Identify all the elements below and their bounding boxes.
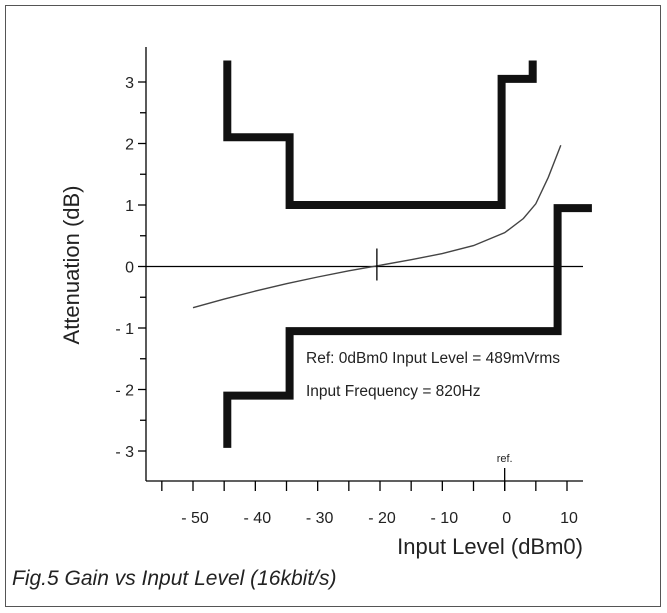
y-tick-label: 3 [125,75,134,92]
y-tick-label: - 1 [115,321,134,338]
ref-tick-label: ref. [497,453,513,465]
y-tick-label: - 3 [115,444,134,461]
figure-frame [5,5,661,607]
y-tick-label: 0 [125,260,134,277]
x-tick-label: 10 [560,510,578,527]
x-tick-label: - 20 [368,510,396,527]
x-tick-label: - 50 [181,510,209,527]
upper-limit-mask [223,60,537,209]
y-tick-label: - 2 [115,383,134,400]
x-axis-title: Input Level (dBm0) [397,534,583,559]
x-tick-label: - 40 [244,510,272,527]
x-tick-label: 0 [502,510,511,527]
y-axis-title: Attenuation (dB) [59,186,84,345]
y-tick-label: 1 [125,198,134,215]
y-tick-label: 2 [125,137,134,154]
lower-limit-mask [223,204,592,448]
annotation-frequency: Input Frequency = 820Hz [306,383,480,400]
figure-caption: Fig.5 Gain vs Input Level (16kbit/s) [12,567,337,590]
annotation-ref-level: Ref: 0dBm0 Input Level = 489mVrms [306,350,560,367]
measured-gain-curve [192,145,562,309]
x-tick-label: - 10 [431,510,459,527]
x-tick-label: - 30 [306,510,334,527]
